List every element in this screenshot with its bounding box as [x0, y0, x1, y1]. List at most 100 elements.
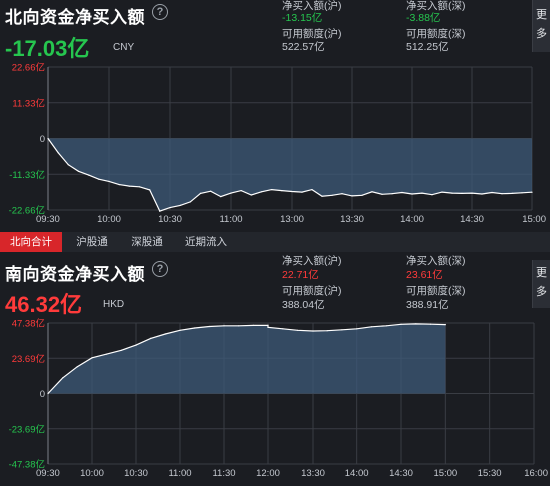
data-point	[401, 191, 403, 194]
x-tick-label: 10:00	[97, 214, 121, 225]
north-stat-sh-value: -13.15亿	[282, 12, 323, 24]
x-tick-label: 09:30	[36, 214, 60, 225]
data-point	[321, 195, 323, 197]
data-point	[62, 377, 64, 379]
y-tick-label: 47.38亿	[12, 318, 45, 330]
data-point	[341, 193, 343, 195]
north-net-value: -17.03亿	[5, 36, 90, 61]
tab-north-total[interactable]: 北向合计	[0, 232, 62, 252]
data-point	[301, 191, 303, 193]
data-point	[260, 191, 263, 193]
data-point	[415, 323, 417, 325]
y-tick-label: -22.66亿	[9, 205, 45, 217]
x-tick-label: 10:30	[158, 214, 182, 225]
south-quota-sh-value: 388.04亿	[282, 299, 325, 311]
data-point	[223, 325, 225, 327]
data-point	[57, 152, 59, 154]
x-tick-label: 14:00	[345, 468, 369, 479]
x-tick-label: 13:30	[301, 468, 325, 479]
x-tick-label: 15:00	[522, 214, 546, 225]
data-point	[370, 326, 372, 328]
data-point	[91, 357, 93, 359]
y-tick-label: -23.69亿	[9, 423, 45, 435]
data-point	[138, 186, 141, 188]
north-currency: CNY	[113, 42, 135, 53]
help-icon[interactable]: ?	[152, 261, 168, 277]
south-quota-sz-label: 可用额度(深)	[406, 285, 466, 297]
data-point	[267, 324, 269, 326]
data-point	[430, 323, 432, 325]
data-point	[150, 337, 152, 339]
data-point	[326, 330, 328, 332]
y-tick-label: 11.33亿	[12, 97, 45, 109]
data-point	[47, 392, 49, 395]
data-point	[331, 194, 333, 196]
data-point	[159, 210, 161, 212]
data-point	[271, 189, 273, 191]
series-area	[48, 323, 446, 394]
data-point	[297, 329, 299, 331]
help-icon[interactable]: ?	[152, 4, 168, 20]
data-point	[371, 191, 373, 193]
data-point	[385, 325, 387, 327]
data-point	[501, 193, 503, 195]
data-point	[208, 325, 210, 328]
x-tick-label: 13:30	[340, 214, 364, 225]
data-point	[356, 328, 358, 330]
x-tick-label: 11:00	[168, 468, 191, 479]
south-stat-sh-label: 净买入额(沪)	[282, 255, 342, 267]
data-point	[179, 204, 181, 206]
x-tick-label: 13:00	[280, 214, 304, 225]
data-point	[411, 193, 413, 195]
data-point	[267, 326, 269, 328]
data-point	[521, 192, 523, 194]
north-stat-sz-label: 净买入额(深)	[406, 0, 466, 12]
x-tick-label: 15:30	[478, 468, 502, 479]
y-tick-label: 23.69亿	[12, 353, 45, 365]
data-point	[481, 193, 483, 195]
data-point	[189, 201, 191, 203]
north-quota-sh-label: 可用额度(沪)	[282, 28, 342, 40]
tab-shenzhen-connect[interactable]: 深股通	[131, 236, 163, 248]
x-tick-label: 11:00	[219, 214, 242, 225]
tab-recent-inflow[interactable]: 近期流入	[185, 236, 227, 248]
data-point	[281, 190, 283, 192]
data-point	[77, 170, 80, 172]
data-point	[230, 192, 232, 194]
data-point	[451, 192, 453, 194]
data-point	[291, 190, 293, 193]
data-point	[194, 327, 196, 329]
south-more-button[interactable]: 更多	[532, 260, 550, 308]
x-tick-label: 12:00	[256, 468, 280, 479]
x-tick-label: 11:30	[212, 468, 235, 479]
tab-shanghai-connect[interactable]: 沪股通	[76, 236, 108, 248]
y-tick-label: -47.38亿	[9, 459, 45, 471]
x-tick-label: 10:00	[80, 468, 104, 479]
x-tick-label: 14:00	[400, 214, 424, 225]
y-tick-label: 0	[40, 389, 45, 400]
data-point	[361, 194, 363, 196]
data-point	[400, 323, 402, 325]
south-quota-sz-value: 388.91亿	[406, 299, 449, 311]
north-more-button[interactable]: 更多	[532, 0, 550, 52]
x-tick-label: 14:30	[460, 214, 484, 225]
data-point	[199, 192, 202, 194]
data-point	[531, 191, 533, 193]
data-point	[88, 174, 90, 176]
north-stat-sh-label: 净买入额(沪)	[282, 0, 342, 12]
data-point	[312, 330, 314, 332]
data-point	[210, 190, 212, 192]
data-point	[250, 194, 252, 196]
south-panel: 南向资金净买入额 ? 46.32亿 HKD 净买入额(沪) 22.71亿 净买入…	[0, 252, 550, 486]
data-point	[252, 324, 254, 326]
south-net-value: 46.32亿	[5, 292, 83, 317]
data-point	[47, 137, 49, 140]
data-point	[135, 344, 137, 346]
south-quota-sh-label: 可用额度(沪)	[282, 285, 342, 297]
north-stat-sz-value: -3.88亿	[406, 12, 441, 24]
south-stat-sh-value: 22.71亿	[282, 269, 319, 281]
data-point	[421, 192, 423, 194]
data-point	[108, 180, 110, 182]
y-tick-label: -11.33亿	[9, 169, 45, 181]
